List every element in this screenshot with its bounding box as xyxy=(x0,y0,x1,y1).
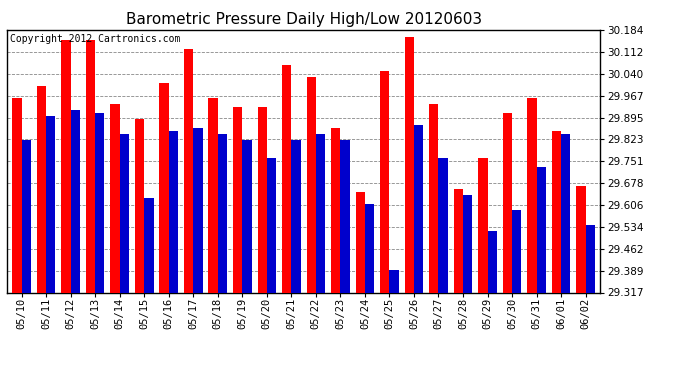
Bar xyxy=(184,50,193,292)
Bar xyxy=(169,131,178,292)
Bar xyxy=(453,189,463,292)
Bar xyxy=(21,140,31,292)
Bar xyxy=(561,134,571,292)
Bar xyxy=(414,125,423,292)
Bar xyxy=(46,116,55,292)
Bar xyxy=(438,158,448,292)
Title: Barometric Pressure Daily High/Low 20120603: Barometric Pressure Daily High/Low 20120… xyxy=(126,12,482,27)
Bar xyxy=(208,98,218,292)
Bar xyxy=(119,134,129,292)
Bar xyxy=(512,210,522,292)
Bar xyxy=(110,104,119,292)
Bar xyxy=(242,140,252,292)
Bar xyxy=(316,134,325,292)
Bar xyxy=(95,113,104,292)
Bar xyxy=(306,76,316,292)
Bar xyxy=(70,110,80,292)
Bar xyxy=(331,128,340,292)
Bar xyxy=(463,195,472,292)
Bar xyxy=(12,98,21,292)
Bar xyxy=(159,82,169,292)
Bar xyxy=(429,104,438,292)
Bar xyxy=(257,107,267,292)
Text: Copyright 2012 Cartronics.com: Copyright 2012 Cartronics.com xyxy=(10,34,180,44)
Bar xyxy=(478,158,488,292)
Bar xyxy=(404,37,414,292)
Bar xyxy=(144,198,154,292)
Bar xyxy=(267,158,276,292)
Bar xyxy=(380,70,389,292)
Bar xyxy=(340,140,350,292)
Bar xyxy=(37,86,46,292)
Bar xyxy=(193,128,203,292)
Bar xyxy=(355,192,365,292)
Bar xyxy=(61,40,70,292)
Bar xyxy=(282,64,291,292)
Bar xyxy=(503,113,512,292)
Bar xyxy=(291,140,301,292)
Bar xyxy=(389,270,399,292)
Bar xyxy=(365,204,374,292)
Bar xyxy=(488,231,497,292)
Bar xyxy=(586,225,595,292)
Bar xyxy=(233,107,242,292)
Bar xyxy=(552,131,561,292)
Bar xyxy=(537,168,546,292)
Bar xyxy=(135,119,144,292)
Bar xyxy=(86,40,95,292)
Bar xyxy=(527,98,537,292)
Bar xyxy=(576,186,586,292)
Bar xyxy=(218,134,227,292)
